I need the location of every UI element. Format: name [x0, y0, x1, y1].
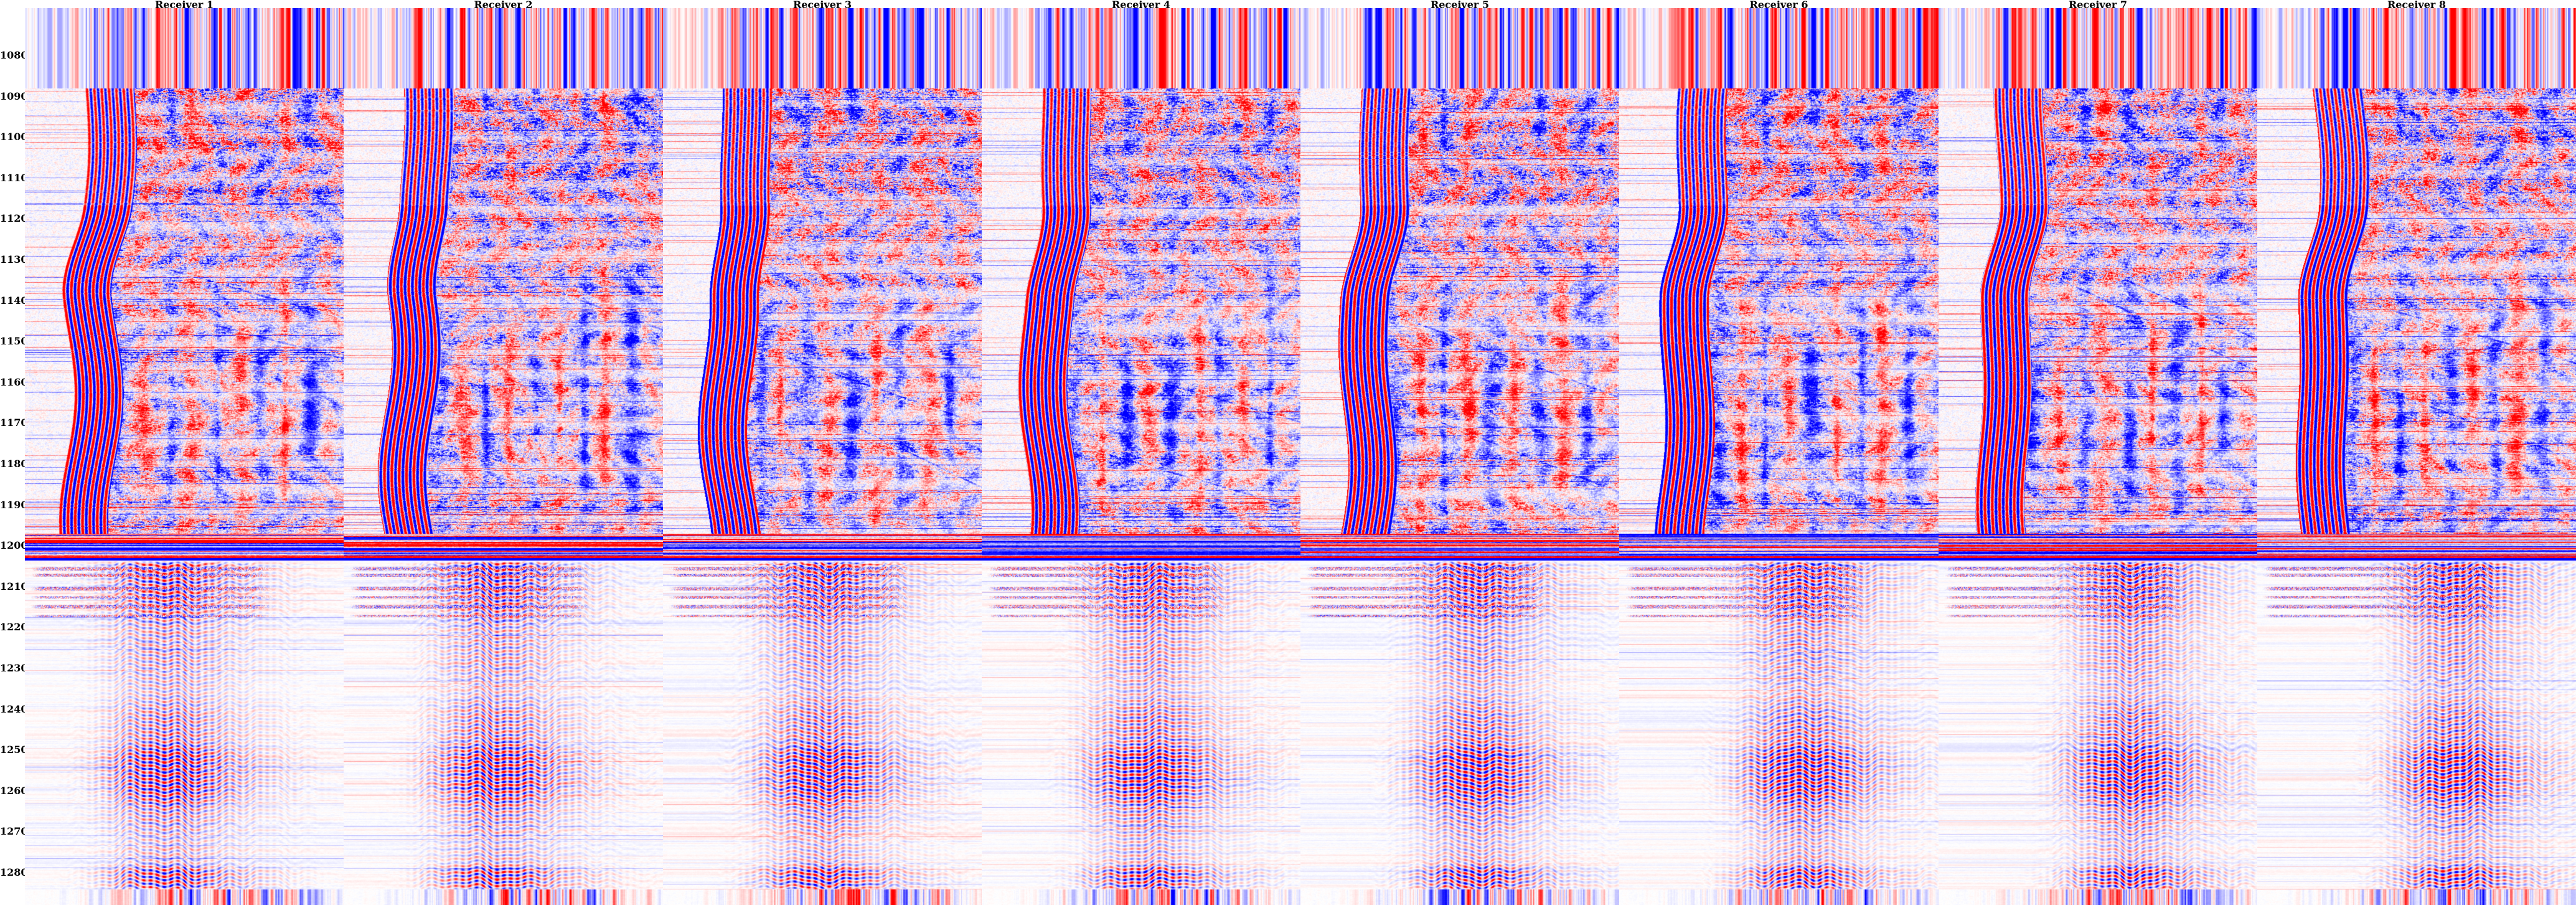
y-tick-label: 1130: [0, 253, 28, 265]
seismic-heatmap-canvas: [2257, 8, 2576, 905]
panel-receiver-5: Receiver 5: [1300, 0, 1619, 905]
panel-receiver-4: Receiver 4: [982, 0, 1300, 905]
y-tick-label: 1260: [0, 784, 28, 797]
y-tick-label: 1270: [0, 825, 28, 838]
y-tick-label: 1110: [0, 171, 28, 184]
y-tick-label: 1120: [0, 212, 28, 225]
panel-receiver-2: Receiver 2: [344, 0, 663, 905]
panel-receiver-7: Receiver 7: [1939, 0, 2257, 905]
panel-title: Receiver 7: [2068, 0, 2128, 11]
y-tick-label: 1200: [0, 539, 28, 552]
y-tick-label: 1220: [0, 621, 28, 633]
seismic-heatmap-canvas: [25, 8, 344, 905]
seismic-heatmap-canvas: [663, 8, 982, 905]
y-tick-label: 1170: [0, 417, 28, 429]
y-tick-label: 1090: [0, 90, 28, 102]
y-tick-label: 1240: [0, 703, 28, 715]
y-tick-label: 1080: [0, 49, 28, 61]
y-tick-label: 1180: [0, 458, 28, 470]
panel-title: Receiver 6: [1749, 0, 1808, 11]
panel-title: Receiver 2: [474, 0, 533, 11]
panel-receiver-6: Receiver 6: [1619, 0, 1939, 905]
seismic-heatmap-canvas: [982, 8, 1300, 905]
y-tick-label: 1250: [0, 744, 28, 756]
y-tick-label: 1160: [0, 376, 28, 388]
panel-title: Receiver 4: [1111, 0, 1171, 11]
panel-title: Receiver 3: [792, 0, 852, 11]
panel-title: Receiver 8: [2387, 0, 2447, 11]
panel-title: Receiver 1: [154, 0, 214, 11]
seismic-heatmap-canvas: [344, 8, 663, 905]
panel-receiver-8: Receiver 8: [2257, 0, 2576, 905]
panel-receiver-3: Receiver 3: [663, 0, 982, 905]
y-tick-label: 1230: [0, 662, 28, 674]
y-tick-label: 1190: [0, 498, 28, 511]
y-tick-label: 1280: [0, 866, 28, 878]
panel-title: Receiver 5: [1430, 0, 1490, 11]
y-tick-label: 1150: [0, 335, 28, 348]
y-tick-label: 1210: [0, 580, 28, 592]
seismic-heatmap-canvas: [1939, 8, 2257, 905]
seismic-heatmap-canvas: [1300, 8, 1619, 905]
y-tick-label: 1100: [0, 131, 28, 143]
panel-receiver-1: Receiver 1: [25, 0, 344, 905]
y-tick-label: 1140: [0, 294, 28, 306]
seismic-heatmap-canvas: [1619, 8, 1939, 905]
